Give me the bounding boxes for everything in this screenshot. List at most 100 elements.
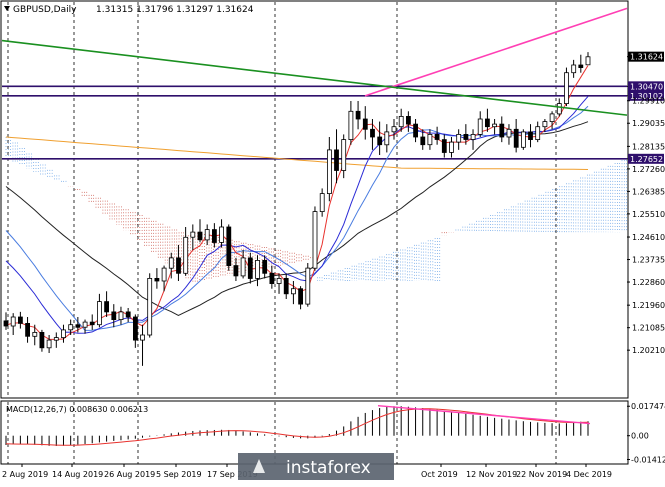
candle-body [384,131,390,146]
price-label-highlight: 1.30102 [630,92,663,101]
x-tick-label: 14 Aug 2019 [52,470,103,479]
y-tick-label: 1.29035 [632,119,665,128]
x-tick-label: 4 Dec 2019 [566,470,612,479]
candle-body [269,272,275,284]
tenkan-line [5,65,589,341]
x-tick-label: 2 Aug 2019 [2,470,48,479]
candle-body [53,337,59,341]
candle-body [298,288,304,305]
candle-body [118,311,124,320]
candle-body [470,133,476,140]
y-tick-label: 1.21960 [632,301,665,310]
symbol-label: GBPUSD,Daily [13,5,77,15]
candle-body [176,257,181,274]
candle-body [197,231,203,241]
candle-body [571,64,577,74]
candle-body [290,288,296,295]
candle-body [168,257,174,269]
instaforex-watermark: instaforex [238,453,394,480]
y-tick-label: 1.20210 [632,346,665,355]
candle-body [61,329,66,338]
candle-body [521,131,526,148]
candle-body [32,331,38,337]
candle-body [140,334,145,341]
candle-body [132,316,138,341]
candle-body [3,320,9,327]
ma200-line [5,136,589,170]
candle-body [341,139,347,171]
x-tick-label: 5 Sep 2019 [156,470,202,479]
candle-body [535,126,541,140]
x-tick-label: Oct 2019 [421,470,458,479]
ma50-line [5,121,589,316]
horizontal-levels [2,85,627,160]
candle-body [75,324,81,328]
candle-body [434,133,440,140]
candle-body [319,193,325,213]
watermark-text: instaforex [286,458,371,478]
y-tick-label: 1.28135 [632,142,665,151]
candle-body [513,128,519,148]
indicator-lines [5,65,589,341]
x-tick-label: 26 Aug 2019 [104,470,155,479]
candle-body [427,133,433,146]
macd-trendline [377,404,591,425]
price-label-highlight: 1.31624 [630,53,663,62]
candle-body [484,118,490,128]
candle-body [456,133,462,143]
candle-body [398,116,404,128]
candle-body [226,226,232,266]
candle-body [449,141,454,153]
macd-y-label: -0.014128 [631,456,665,465]
candle-body [413,123,419,138]
candles [3,52,591,366]
candle-body [10,316,16,327]
candle-body [125,311,131,318]
price-label-box [628,90,664,101]
watermark-logo-icon [253,459,265,473]
candle-body [183,236,189,274]
macd-y-label: 0.00 [631,432,649,441]
candle-body [578,64,584,68]
candle-body [147,277,153,336]
symbol-header: GBPUSD,Daily 1.31315 1.31796 1.31297 1.3… [4,5,254,15]
candle-body [377,136,383,146]
candle-body [247,257,253,279]
candle-body [542,121,548,128]
y-tick-label: 1.21085 [632,324,665,333]
candle-body [104,301,109,313]
price-label-box [628,51,664,62]
x-tick-label: 12 Nov 2019 [466,470,517,479]
candle-body [111,311,117,320]
candle-body [312,211,318,269]
kijun-line [5,96,589,334]
candle-body [348,110,354,141]
candle-body [305,267,311,305]
candle-body [262,259,268,274]
candle-body [89,321,95,326]
watermark-background [238,453,394,480]
pink-trendline [364,7,628,97]
candle-body [326,149,332,194]
price-label-highlight: 1.30470 [630,82,663,91]
y-tick-label: 1.27260 [632,165,665,174]
macd-y-label: 0.017474 [631,402,665,411]
y-tick-label: 1.29910 [632,97,665,106]
macd-label: MACD(12,26,7) 0.008630 0.006213 [6,405,148,414]
candle-body [240,257,246,277]
collapse-triangle-icon[interactable] [4,6,10,11]
y-tick-label: 1.26385 [632,187,665,196]
ohlc-readout: 1.31315 1.31796 1.31297 1.31624 [96,5,254,15]
candle-body [334,149,339,171]
candle-body [219,226,225,243]
x-tick-label: 22 Nov 2019 [516,470,567,479]
candle-body [549,113,555,123]
candle-body [68,324,74,331]
candle-body [233,265,239,277]
candle-body [556,103,562,115]
candle-body [362,118,368,130]
y-tick-label: 1.23735 [632,256,665,265]
